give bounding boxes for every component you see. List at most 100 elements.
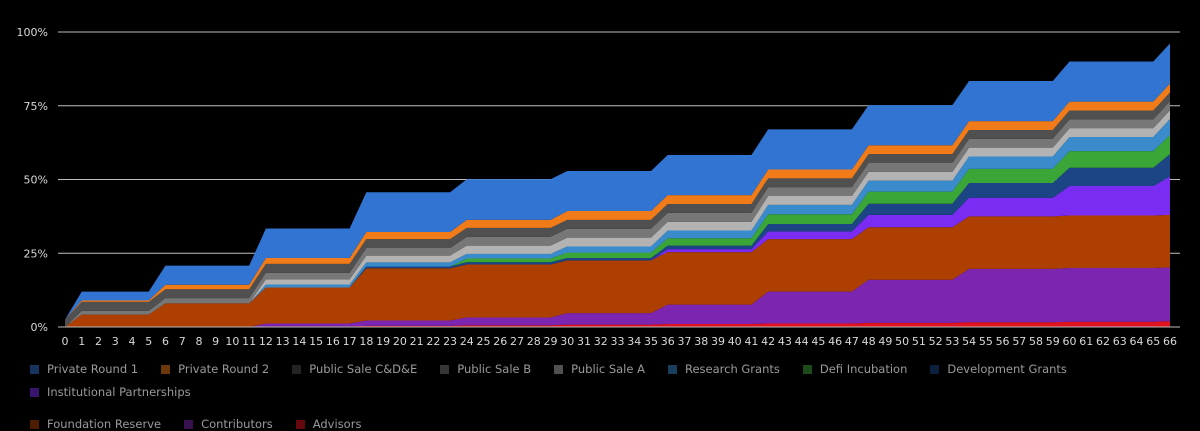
x-tick-label: 51 <box>912 335 926 348</box>
x-tick-label: 46 <box>828 335 842 348</box>
legend-swatch <box>161 364 171 374</box>
x-tick-label: 24 <box>460 335 474 348</box>
legend-label: Public Sale C&D&E <box>309 362 418 376</box>
x-tick-label: 44 <box>795 335 809 348</box>
legend-item-research-grants[interactable]: Research Grants <box>667 362 780 376</box>
x-tick-label: 39 <box>711 335 725 348</box>
legend-item-private-round-1[interactable]: Private Round 1 <box>30 362 138 376</box>
x-tick-label: 56 <box>996 335 1010 348</box>
area-series <box>65 43 1170 328</box>
legend-label: Private Round 2 <box>178 362 270 376</box>
legend-swatch <box>292 364 302 374</box>
area-private-round-2 <box>65 83 1170 320</box>
x-tick-label: 40 <box>728 335 742 348</box>
legend-item-public-sale-c-d-e[interactable]: Public Sale C&D&E <box>292 362 417 376</box>
x-tick-label: 36 <box>661 335 675 348</box>
legend-label: Research Grants <box>684 362 780 376</box>
legend-swatch <box>554 364 564 374</box>
area-contributors <box>65 267 1170 327</box>
x-tick-label: 45 <box>811 335 825 348</box>
legend-swatch <box>667 364 677 374</box>
legend-item-development-grants[interactable]: Development Grants <box>930 362 1067 376</box>
x-tick-label: 10 <box>225 335 239 348</box>
legend-swatch <box>30 364 39 374</box>
x-tick-label: 34 <box>627 335 641 348</box>
legend-label: Private Round 1 <box>47 362 139 376</box>
x-tick-label: 64 <box>1130 335 1144 348</box>
y-tick-label: 50% <box>24 174 48 187</box>
legend-label: Contributors <box>201 417 273 431</box>
x-tick-label: 30 <box>560 335 574 348</box>
x-tick-label: 43 <box>778 335 792 348</box>
legend-label: Foundation Reserve <box>47 417 162 431</box>
x-tick-label: 55 <box>979 335 993 348</box>
x-tick-label: 33 <box>611 335 625 348</box>
legend-swatch <box>30 387 39 397</box>
x-tick-label: 63 <box>1113 335 1127 348</box>
x-tick-label: 29 <box>544 335 558 348</box>
legend-swatch <box>802 364 812 374</box>
area-public-sale-c-d-e <box>65 92 1170 327</box>
x-tick-label: 57 <box>1012 335 1026 348</box>
x-tick-label: 2 <box>95 335 102 348</box>
area-private-round-1 <box>65 43 1170 320</box>
x-tick-label: 50 <box>895 335 909 348</box>
legend-swatch <box>30 419 39 429</box>
x-tick-label: 32 <box>594 335 608 348</box>
legend-item-private-round-2[interactable]: Private Round 2 <box>161 362 269 376</box>
x-tick-label: 21 <box>410 335 424 348</box>
legend-label: Institutional Partnerships <box>47 385 191 399</box>
x-tick-label: 25 <box>477 335 491 348</box>
y-tick-label: 75% <box>24 100 48 113</box>
x-tick-label: 13 <box>276 335 290 348</box>
x-tick-label: 5 <box>145 335 152 348</box>
y-tick-label: 25% <box>24 247 48 260</box>
x-tick-label: 65 <box>1146 335 1160 348</box>
x-tick-label: 9 <box>212 335 219 348</box>
x-tick-label: 16 <box>326 335 340 348</box>
x-tick-label: 60 <box>1063 335 1077 348</box>
x-tick-label: 20 <box>393 335 407 348</box>
x-tick-label: 4 <box>128 335 135 348</box>
legend-item-public-sale-b[interactable]: Public Sale B <box>440 362 531 376</box>
legend-label: Development Grants <box>947 362 1067 376</box>
x-tick-label: 38 <box>694 335 708 348</box>
legend-label: Public Sale A <box>571 362 645 376</box>
legend-swatch <box>184 419 194 429</box>
x-tick-label: 14 <box>292 335 306 348</box>
legend-swatch <box>295 419 305 429</box>
x-axis-ticks: 0 1 2 3 4 5 6 7 8 9 10 11 12 13 14 15 16 17 18 19 20 21 22 23 24… <box>62 335 1178 348</box>
x-tick-label: 31 <box>577 335 591 348</box>
x-tick-label: 54 <box>962 335 976 348</box>
x-tick-label: 1 <box>78 335 85 348</box>
x-tick-label: 35 <box>644 335 658 348</box>
x-tick-label: 0 <box>62 335 69 348</box>
area-foundation-reserve <box>65 214 1170 327</box>
y-axis-ticks: 0% 25% 50% 75% 100% <box>17 26 48 334</box>
legend-item-foundation-reserve[interactable]: Foundation Reserve <box>30 417 161 431</box>
legend-item-defi-incubation[interactable]: Defi Incubation <box>802 362 908 376</box>
legend-item-public-sale-a[interactable]: Public Sale A <box>554 362 645 376</box>
area-advisors <box>65 321 1170 327</box>
x-tick-label: 11 <box>242 335 256 348</box>
x-tick-label: 41 <box>744 335 758 348</box>
x-tick-label: 47 <box>845 335 859 348</box>
x-tick-label: 22 <box>426 335 440 348</box>
legend-item-contributors[interactable]: Contributors <box>184 417 273 431</box>
x-tick-label: 59 <box>1046 335 1060 348</box>
x-tick-label: 66 <box>1163 335 1177 348</box>
legend-item-advisors[interactable]: Advisors <box>295 417 362 431</box>
x-tick-label: 6 <box>162 335 169 348</box>
x-tick-label: 3 <box>112 335 119 348</box>
legend-item-institutional-partnerships[interactable]: Institutional Partnerships <box>30 385 191 399</box>
legend-label: Advisors <box>312 417 362 431</box>
x-tick-label: 27 <box>510 335 524 348</box>
x-tick-label: 8 <box>195 335 202 348</box>
y-tick-label: 0% <box>31 321 48 334</box>
chart-legend: Private Round 1 Private Round 2 Public Sal… <box>30 362 1190 431</box>
x-tick-label: 15 <box>309 335 323 348</box>
x-tick-label: 18 <box>359 335 373 348</box>
x-tick-label: 23 <box>443 335 457 348</box>
stacked-area-chart: 0%25%50%75%100% 0 1 2 3 4 5 6 7 8 9 10 11 12 13 14 15 16… <box>17 26 1180 348</box>
legend-label: Defi Incubation <box>819 362 908 376</box>
